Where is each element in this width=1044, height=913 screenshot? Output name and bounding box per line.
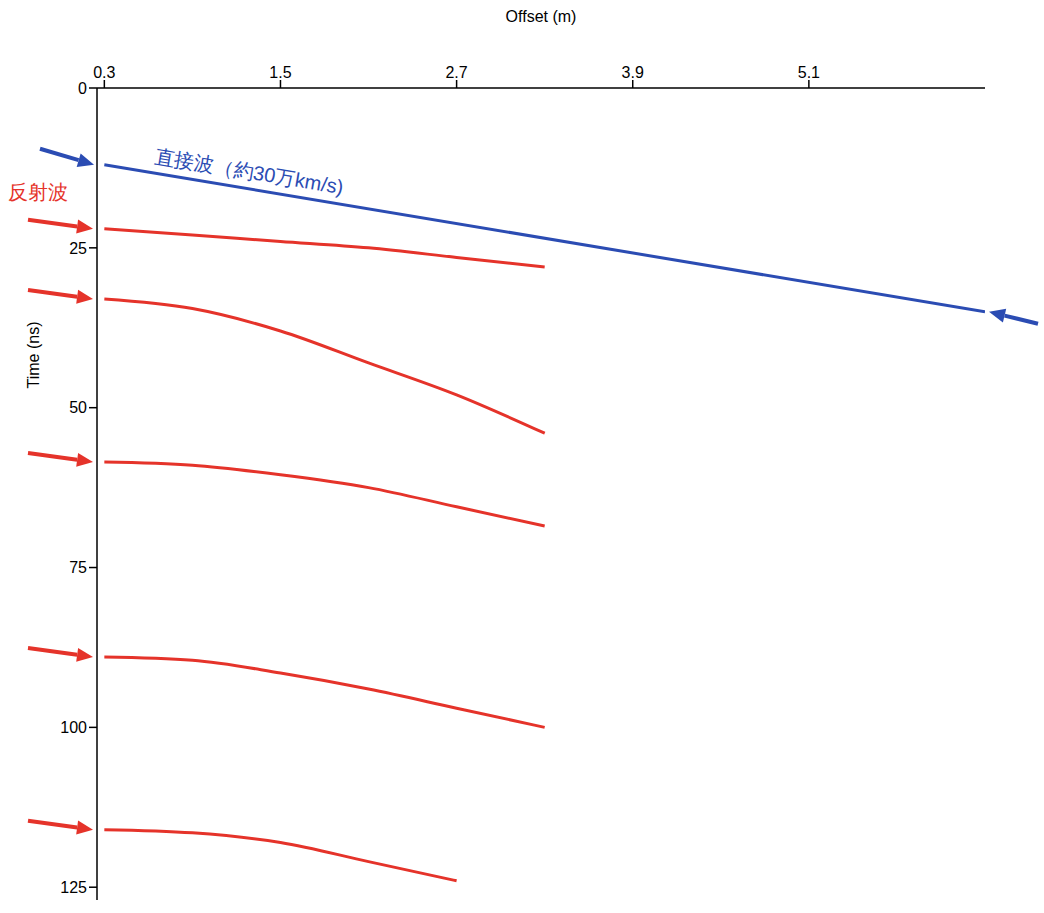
svg-text:5.1: 5.1: [798, 64, 820, 81]
svg-text:75: 75: [69, 559, 87, 576]
svg-text:Time (ns): Time (ns): [25, 322, 42, 389]
svg-text:2.7: 2.7: [445, 64, 467, 81]
svg-text:Offset (m): Offset (m): [506, 8, 577, 25]
svg-text:0.3: 0.3: [93, 64, 115, 81]
svg-text:0: 0: [78, 80, 87, 97]
svg-text:125: 125: [60, 879, 87, 896]
svg-text:100: 100: [60, 719, 87, 736]
svg-text:1.5: 1.5: [269, 64, 291, 81]
svg-text:50: 50: [69, 399, 87, 416]
svg-text:3.9: 3.9: [622, 64, 644, 81]
svg-text:直接波（約30万km/s): 直接波（約30万km/s): [153, 145, 345, 198]
svg-text:反射波: 反射波: [8, 181, 68, 203]
svg-text:25: 25: [69, 240, 87, 257]
